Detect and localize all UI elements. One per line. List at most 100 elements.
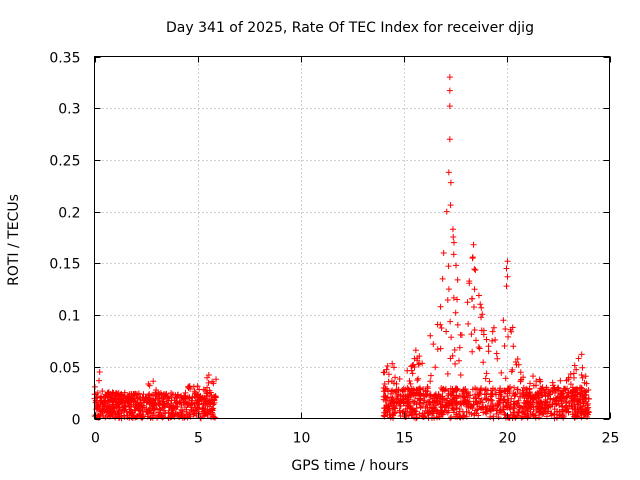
data-point — [562, 386, 569, 393]
data-point — [498, 393, 505, 400]
data-point — [510, 343, 517, 350]
data-point — [472, 266, 479, 273]
data-point — [470, 241, 477, 248]
data-point — [396, 400, 403, 407]
data-point — [481, 387, 488, 394]
data-point — [422, 387, 429, 394]
data-point — [143, 399, 150, 406]
data-point — [201, 396, 208, 403]
data-point — [402, 393, 409, 400]
data-point — [487, 414, 494, 421]
data-point — [486, 378, 493, 385]
data-point — [415, 361, 422, 368]
data-point — [565, 408, 572, 415]
data-point — [506, 404, 513, 411]
data-point — [200, 401, 207, 408]
data-point — [101, 401, 108, 408]
data-point — [537, 409, 544, 416]
data-point — [98, 398, 105, 405]
data-point — [178, 401, 185, 408]
data-point — [489, 328, 496, 335]
y-tick-labels: 0 0.05 0.1 0.15 0.2 0.25 0.3 0.35 — [49, 51, 80, 429]
data-point — [437, 345, 444, 352]
data-point — [514, 412, 521, 419]
data-point — [143, 393, 150, 400]
data-point — [523, 395, 530, 402]
data-point — [457, 393, 464, 400]
data-point — [116, 407, 123, 414]
data-point — [472, 398, 479, 405]
chart-title: Day 341 of 2025, Rate Of TEC Index for r… — [166, 20, 534, 36]
data-point — [94, 389, 101, 396]
data-point — [503, 283, 510, 290]
data-point — [574, 398, 581, 405]
data-point — [482, 375, 489, 382]
data-point — [150, 378, 157, 385]
data-point — [546, 402, 553, 409]
data-point — [440, 250, 447, 257]
data-point — [494, 403, 501, 410]
data-point — [193, 399, 200, 406]
data-point — [463, 389, 470, 396]
data-point — [567, 381, 574, 388]
data-point — [210, 401, 217, 408]
data-point — [189, 394, 196, 401]
data-point — [583, 398, 590, 405]
data-point — [483, 370, 490, 377]
data-point — [107, 403, 114, 410]
data-point — [455, 357, 462, 364]
data-point — [405, 412, 412, 419]
data-point — [381, 394, 388, 401]
data-point — [145, 381, 152, 388]
data-point — [408, 405, 415, 412]
data-point — [393, 380, 400, 387]
data-point — [475, 395, 482, 402]
data-point — [116, 399, 123, 406]
data-point — [557, 394, 564, 401]
data-point — [449, 352, 456, 359]
data-point — [433, 397, 440, 404]
x-tick-label: 25 — [602, 431, 620, 447]
data-point — [153, 393, 160, 400]
data-point — [491, 324, 498, 331]
data-point — [540, 410, 547, 417]
plot-frame — [94, 56, 610, 419]
data-point — [454, 321, 461, 328]
data-point — [530, 373, 537, 380]
data-point — [581, 388, 588, 395]
data-point — [497, 385, 504, 392]
data-point — [507, 383, 514, 390]
data-point — [495, 401, 502, 408]
data-point — [168, 389, 175, 396]
data-point — [416, 384, 423, 391]
data-point — [463, 408, 470, 415]
data-point — [453, 392, 460, 399]
data-point — [146, 398, 153, 405]
data-point — [480, 409, 487, 416]
data-point — [447, 318, 454, 325]
data-point — [578, 384, 585, 391]
data-point — [394, 395, 401, 402]
data-point — [477, 301, 484, 308]
data-point — [390, 380, 397, 387]
data-point — [171, 397, 178, 404]
data-point — [446, 103, 453, 110]
data-point — [508, 395, 515, 402]
data-point — [469, 405, 476, 412]
data-point — [458, 332, 465, 339]
data-point — [565, 389, 572, 396]
data-point — [182, 392, 189, 399]
x-tick-label: 20 — [499, 431, 517, 447]
data-point — [525, 402, 532, 409]
data-point — [438, 324, 445, 331]
x-tick-label: 15 — [396, 431, 414, 447]
data-point — [486, 405, 493, 412]
data-point — [579, 374, 586, 381]
y-tick-label: 0.35 — [49, 51, 80, 67]
data-point — [443, 208, 450, 215]
data-point — [132, 407, 139, 414]
data-point — [573, 366, 580, 373]
data-point — [450, 251, 457, 258]
data-point — [471, 327, 478, 334]
data-point — [578, 414, 585, 421]
